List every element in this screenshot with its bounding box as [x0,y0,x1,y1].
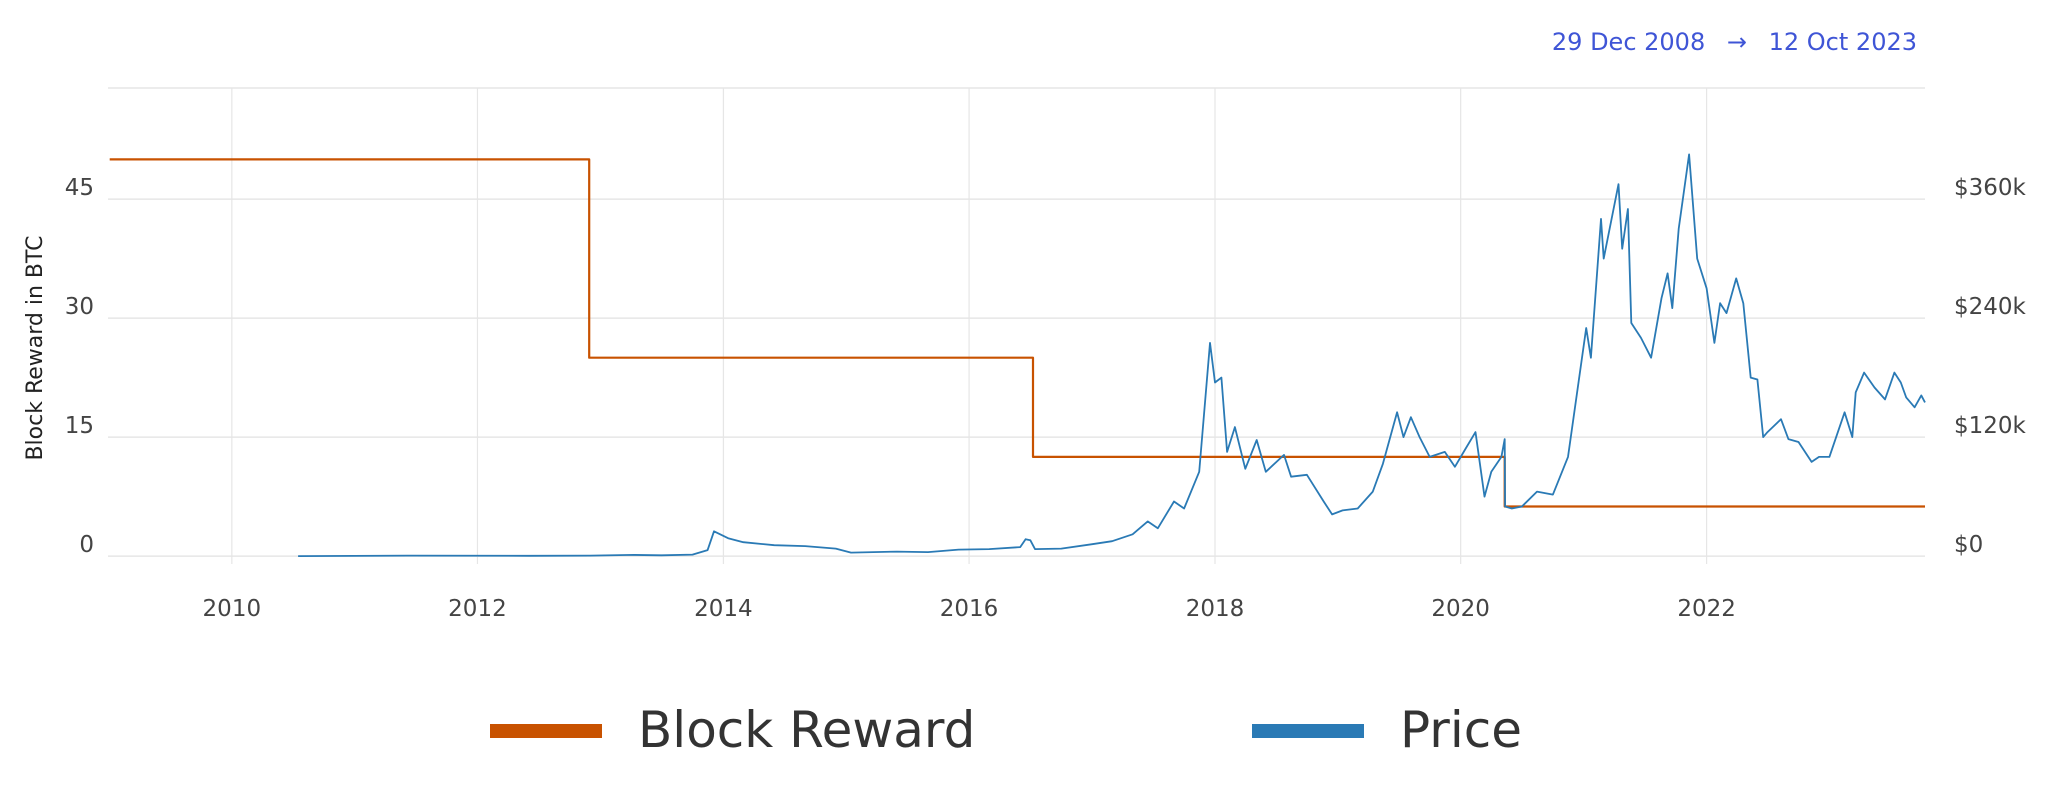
y2-tick-label: $0 [1954,532,1983,558]
x-axis-ticks: 2010 2012 2014 2016 2018 2020 2022 [203,596,1736,622]
legend-item-price[interactable]: Price [1252,701,1522,759]
y-axis-label: Block Reward in BTC [23,235,48,460]
legend-swatch-price [1252,724,1364,738]
x-tick-label: 2012 [448,596,507,622]
x-tick-label: 2022 [1677,596,1736,622]
legend: Block Reward Price [490,701,1522,759]
x-tick-label: 2016 [940,596,999,622]
series-line-block-reward[interactable] [109,158,1925,508]
y-tick-label: 30 [65,294,94,320]
date-range-end[interactable]: 12 Oct 2023 [1769,28,1917,56]
y-tick-label: 15 [65,413,94,439]
y2-tick-label: $360k [1954,175,2027,201]
date-range: 29 Dec 2008 → 12 Oct 2023 [1552,28,1917,56]
series-line-price[interactable] [298,153,1926,557]
x-tick-label: 2014 [694,596,753,622]
legend-swatch-block-reward [490,724,602,738]
y2-tick-label: $120k [1954,413,2027,439]
legend-item-block-reward[interactable]: Block Reward [490,701,975,759]
x-tick-label: 2020 [1431,596,1490,622]
y-tick-label: 45 [65,175,94,201]
series-group [109,153,1926,557]
date-range-arrow: → [1727,28,1747,56]
legend-label-price: Price [1400,701,1522,759]
legend-label-block-reward: Block Reward [638,701,975,759]
y2-tick-label: $240k [1954,294,2027,320]
x-tick-label: 2018 [1186,596,1245,622]
date-range-start[interactable]: 29 Dec 2008 [1552,28,1705,56]
right-axis-ticks: $0 $120k $240k $360k [1954,175,2027,558]
left-axis-ticks: 0 15 30 45 [65,175,94,558]
y-tick-label: 0 [79,532,94,558]
x-tick-label: 2010 [203,596,262,622]
